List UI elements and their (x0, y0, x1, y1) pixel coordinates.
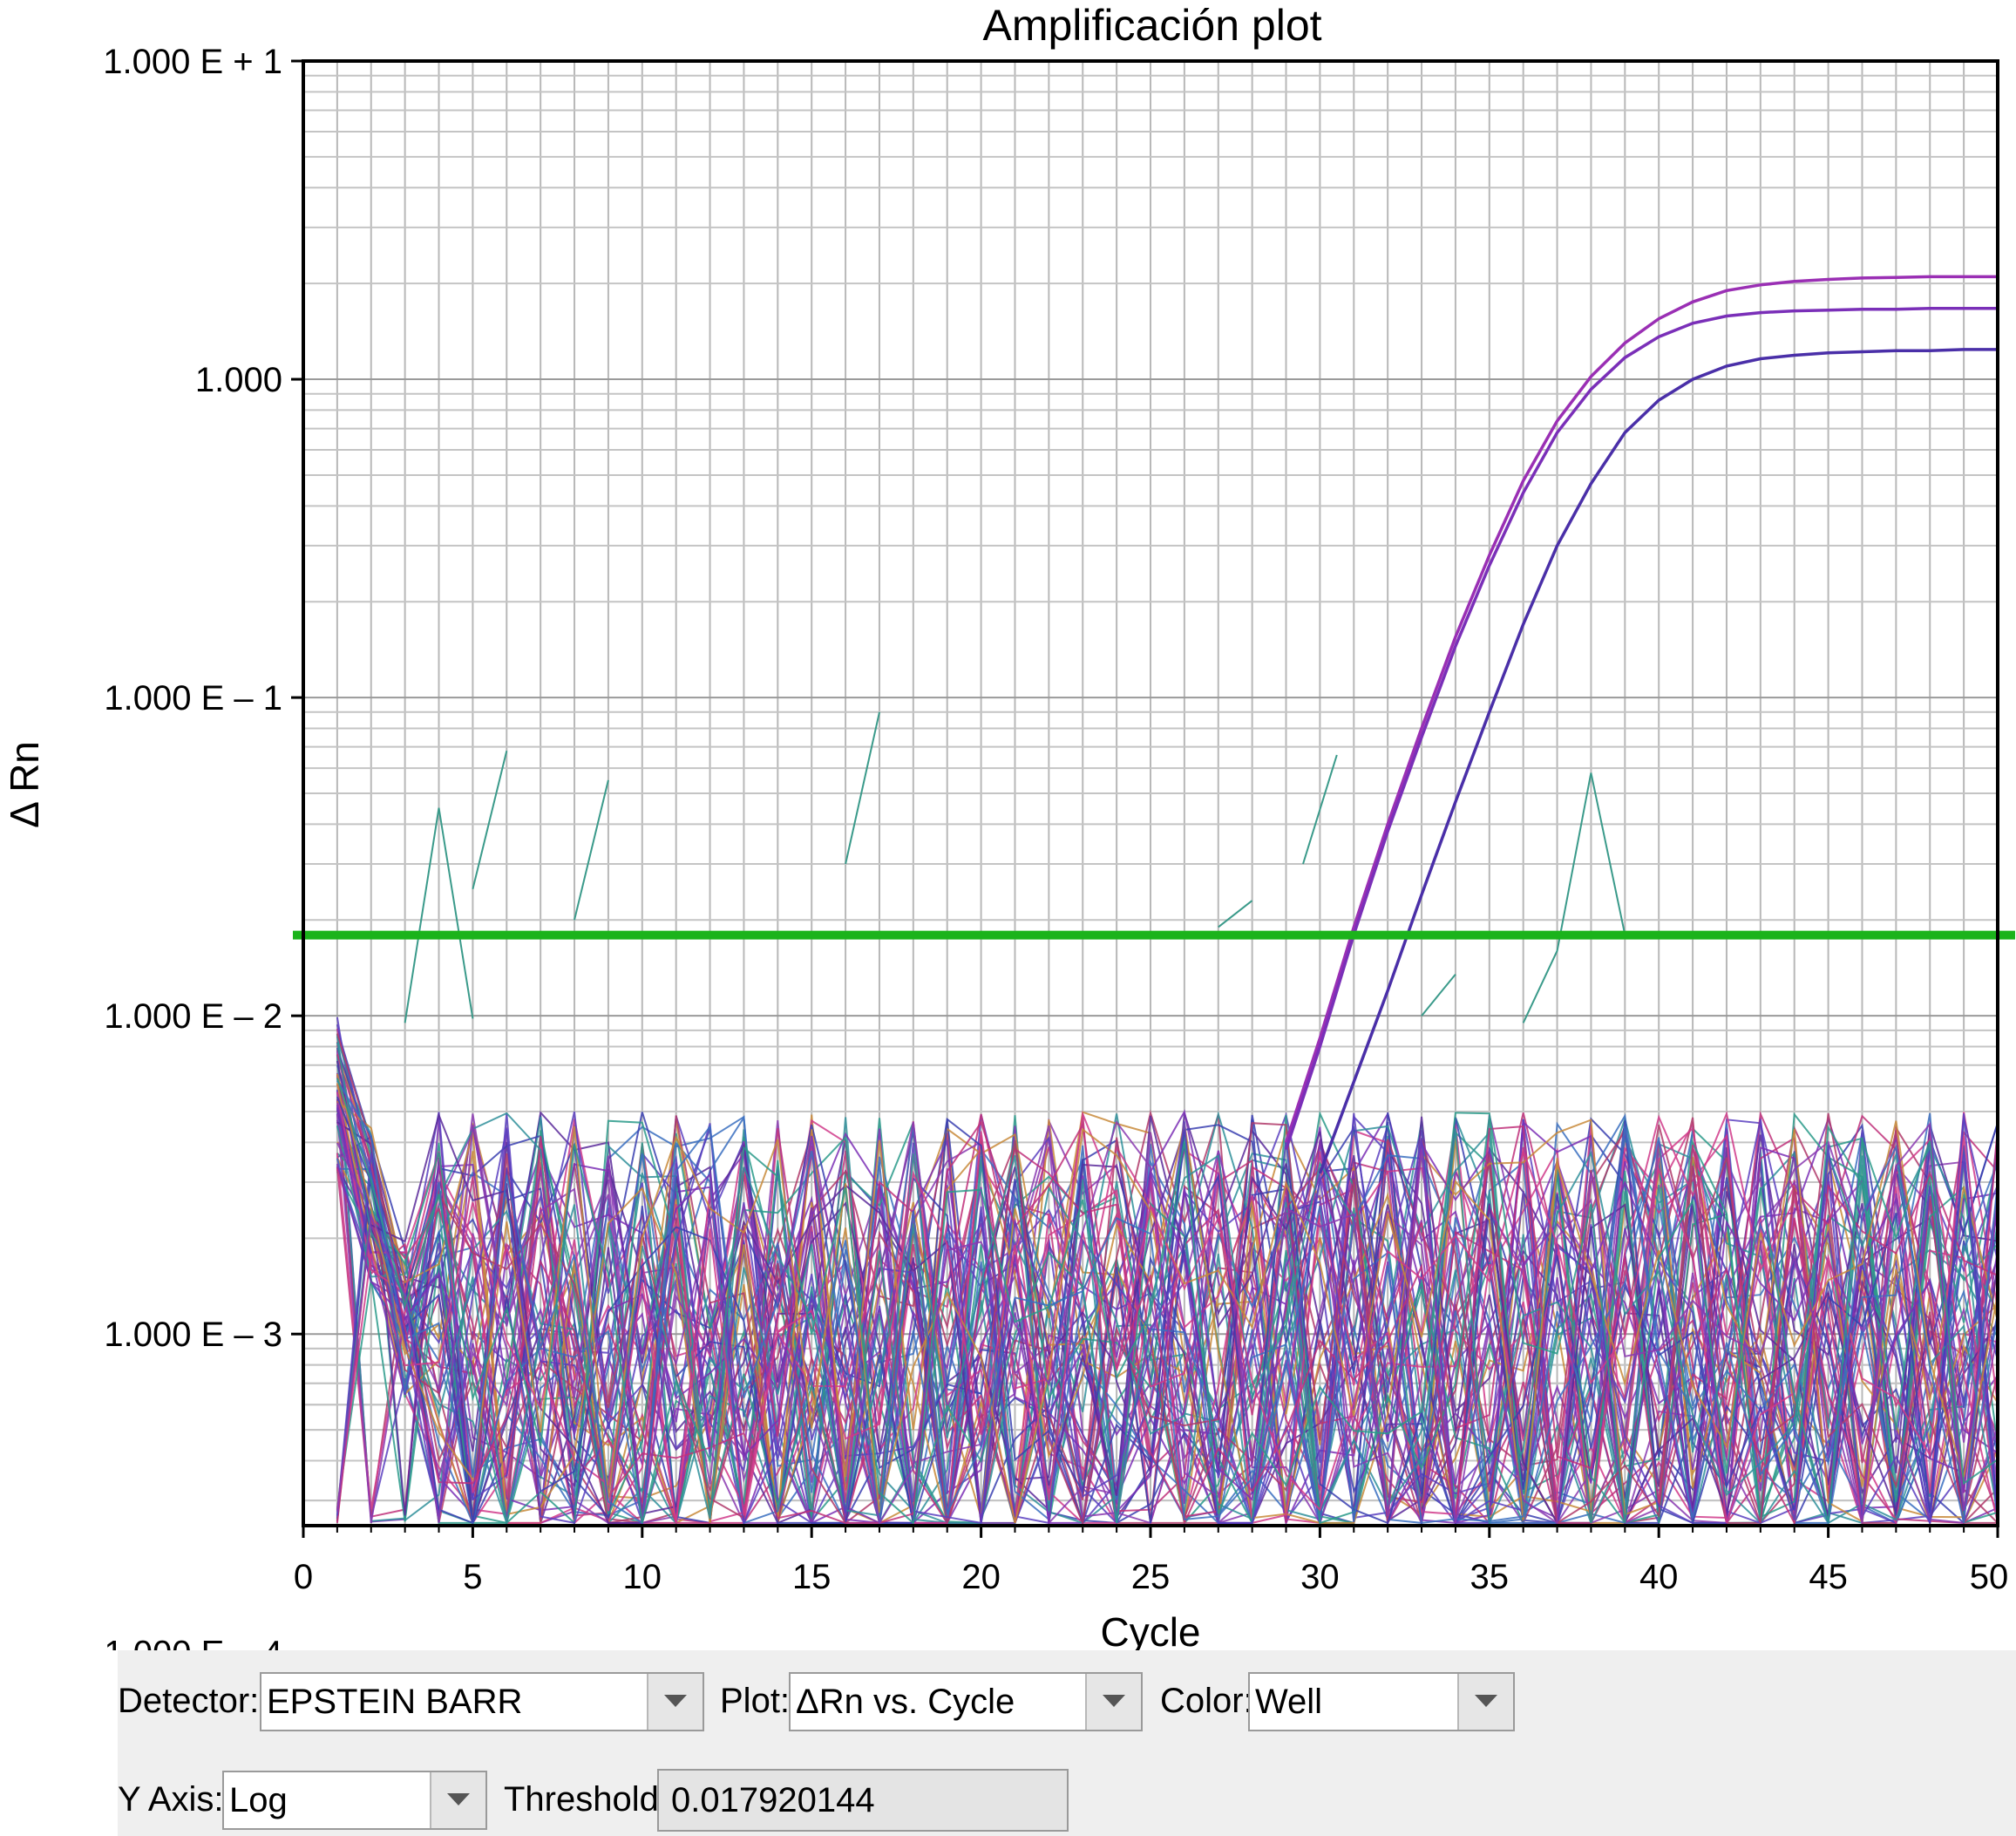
noise-trace (336, 1112, 1999, 1525)
chart-title: Amplificación plot (982, 1, 1321, 50)
threshold-input[interactable]: 0.017920144 (657, 1769, 1069, 1832)
x-tick-label: 15 (792, 1558, 832, 1596)
amplification-curves (1284, 275, 1998, 1174)
noise-trace (336, 1112, 1999, 1526)
y-tick-label: 1.000 E + 1 (103, 43, 282, 81)
x-tick-label: 0 (294, 1558, 313, 1596)
noise-spike (472, 751, 508, 890)
y-axis-label: Δ Rn (2, 741, 47, 828)
x-axis-label: Cycle (1100, 1609, 1200, 1650)
color-value: Well (1255, 1683, 1323, 1721)
amplification-plot: Amplificación plot 1.000 E + 11.0001.000… (2, 1, 2015, 1650)
noise-spike (845, 711, 880, 865)
noise-trace (336, 1060, 1999, 1527)
y-tick-label: 1.000 (195, 361, 282, 399)
noise-trace (336, 1074, 1999, 1527)
noise-trace (336, 1121, 1999, 1527)
yaxis-select[interactable]: Log (222, 1771, 487, 1830)
chevron-down-icon (664, 1695, 687, 1707)
noise-trace (336, 1112, 1999, 1527)
x-tick-label: 5 (463, 1558, 482, 1596)
x-tick-label: 20 (961, 1558, 1001, 1596)
plot-value: ΔRn vs. Cycle (796, 1683, 1015, 1721)
detector-select[interactable]: EPSTEIN BARR (260, 1672, 704, 1731)
noise-trace (336, 1053, 1999, 1527)
yaxis-label: Y Axis: (118, 1780, 224, 1819)
x-tick-label: 35 (1470, 1558, 1510, 1596)
yaxis-value: Log (229, 1781, 288, 1819)
y-tick-label: 1.000 E – 3 (104, 1316, 282, 1354)
detector-dropdown-button[interactable] (647, 1674, 703, 1730)
x-tick-label: 30 (1300, 1558, 1340, 1596)
amplification-curve (1284, 275, 1998, 1143)
x-tick-label: 40 (1639, 1558, 1679, 1596)
chevron-down-icon (1475, 1695, 1497, 1707)
noise-trace (336, 1114, 1999, 1527)
threshold-value: 0.017920144 (671, 1781, 875, 1819)
noise-trace (336, 1121, 1999, 1527)
yaxis-dropdown-button[interactable] (430, 1772, 485, 1828)
noise-trace (336, 1079, 1999, 1525)
chevron-down-icon (1103, 1695, 1125, 1707)
y-tick-label: 1.000 E – 4 (104, 1634, 282, 1650)
noise-trace (336, 1078, 1999, 1525)
plot-dropdown-button[interactable] (1085, 1674, 1141, 1730)
color-dropdown-button[interactable] (1457, 1674, 1513, 1730)
amplification-curve (1318, 348, 1998, 1174)
amplification-curve (1284, 307, 1998, 1151)
noise-trace (336, 1113, 1999, 1525)
chevron-down-icon (447, 1793, 470, 1805)
x-tick-label: 50 (1970, 1558, 2009, 1596)
noise-spike (1218, 900, 1253, 928)
noise-spike (574, 779, 609, 921)
noise-spike (404, 807, 474, 1023)
x-tick-label: 10 (623, 1558, 662, 1596)
noise-trace (336, 1112, 1999, 1527)
x-tick-label: 25 (1131, 1558, 1171, 1596)
noise-trace (336, 1135, 1999, 1524)
noise-trace (336, 1119, 1999, 1526)
detector-label: Detector: (118, 1682, 260, 1720)
color-select[interactable]: Well (1248, 1672, 1515, 1731)
threshold-label: Threshold: (504, 1780, 669, 1819)
y-tick-label: 1.000 E – 2 (104, 997, 282, 1036)
y-tick-label: 1.000 E – 1 (104, 679, 282, 717)
color-label: Color: (1160, 1682, 1253, 1720)
noise-trace (336, 1135, 1999, 1524)
detector-value: EPSTEIN BARR (267, 1683, 523, 1721)
noise-trace (336, 1034, 1999, 1526)
x-axis-ticks: 0 5 10 15 20 25 30 35 40 45 50 (294, 1526, 2008, 1596)
y-axis-ticks: 1.000 E + 1 1.000 1.000 E – 1 1.000 E – 2 1.… (103, 43, 303, 1650)
noise-spike (1302, 754, 1338, 865)
noise-spike (1522, 772, 1626, 1023)
plot-label: Plot: (720, 1682, 791, 1720)
noise-trace (336, 1033, 1999, 1527)
plot-select[interactable]: ΔRn vs. Cycle (789, 1672, 1143, 1731)
noise-traces (336, 711, 1999, 1527)
x-tick-label: 45 (1809, 1558, 1848, 1596)
noise-spike (1421, 973, 1456, 1017)
controls-panel: Detector: EPSTEIN BARR Plot: ΔRn vs. Cyc… (118, 1650, 2016, 1836)
noise-trace (336, 1054, 1999, 1527)
